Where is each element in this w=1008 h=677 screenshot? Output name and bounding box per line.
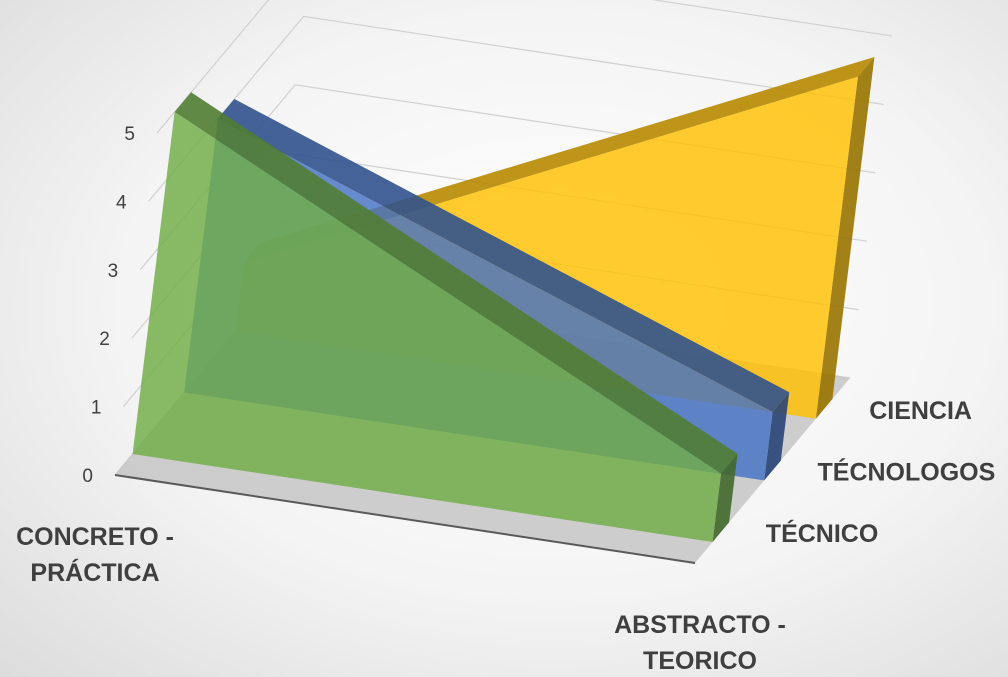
y-tick-label: 4 — [116, 192, 127, 213]
area-front-técnico — [132, 112, 722, 542]
category-axis-line — [114, 474, 696, 564]
y-tick-label: 1 — [91, 398, 102, 419]
area-side-técnico — [712, 453, 738, 542]
y-tick-label: 0 — [82, 466, 93, 487]
axis-labels: 0 1 2 3 4 5 CONCRETO -PRÁCTICA ABSTRACTO -TEORI… — [16, 124, 995, 675]
area-side-técnologos — [764, 392, 790, 481]
depth-label-técnologos: TÉCNOLOGOS — [818, 458, 996, 487]
area-top-técnologos — [217, 99, 790, 412]
series-layers — [132, 57, 875, 542]
category-label: CONCRETO -PRÁCTICA — [16, 523, 174, 587]
gridline-5 — [156, 0, 893, 134]
depth-label-técnico: TÉCNICO — [766, 519, 879, 548]
area-side-ciencia — [815, 57, 875, 419]
area-top-técnico — [174, 92, 738, 474]
category-label: ABSTRACTO -TEORICO — [614, 611, 786, 675]
depth-label-ciencia: CIENCIA — [869, 397, 972, 425]
y-tick-label: 3 — [108, 261, 119, 282]
y-tick-label: 5 — [124, 124, 135, 145]
series-técnico — [132, 92, 738, 542]
y-tick-label: 2 — [99, 329, 110, 350]
